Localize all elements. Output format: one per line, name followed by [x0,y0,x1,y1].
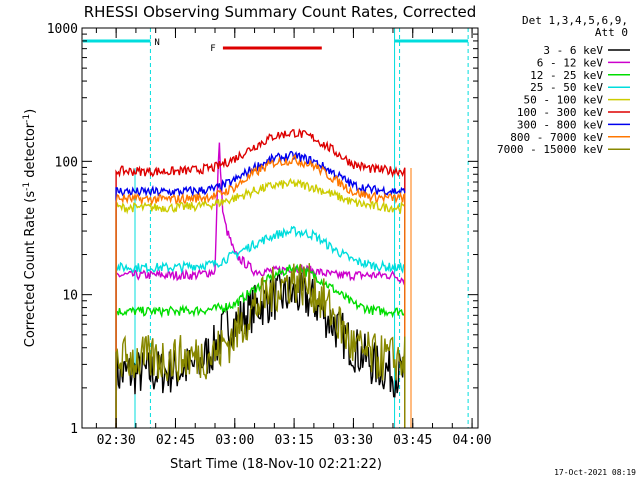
x-axis-label: Start Time (18-Nov-10 02:21:22) [170,457,382,472]
legend-label-5: 100 - 300 keV [517,106,603,119]
plot-area: N F 1 10 100 1000 02:30 02:45 03:00 03:15 03:30 03:… [47,22,492,448]
legend-label-1: 6 - 12 keV [537,56,604,69]
series-line-4 [115,177,406,428]
y-axis-label: Corrected Count Rate (s-1 detector-1) [22,109,38,347]
x-tick-label-2: 03:00 [215,433,254,448]
y-tick-label-3: 1000 [47,22,78,37]
y-axis-label-mid: detector [23,122,38,182]
detector-info-line-1: Det 1,3,4,5,6,9, [522,14,628,27]
legend-label-8: 7000 - 15000 keV [497,143,603,156]
footer-timestamp: 17-Oct-2021 08:19 [554,468,636,477]
axes-frame [81,27,479,429]
series-line-1 [115,142,406,428]
series-line-0 [115,271,406,428]
x-tick-label-1: 02:45 [156,433,195,448]
x-tick-label-6: 04:00 [452,433,491,448]
detector-info-line-2: Att 0 [595,26,628,39]
night-marker-label: N [154,38,159,48]
legend-label-0: 3 - 6 keV [543,44,603,57]
legend-label-2: 12 - 25 keV [530,69,603,82]
y-axis-label-end: ) [23,109,38,114]
series-line-7 [115,153,406,428]
legend-label-3: 25 - 50 keV [530,81,603,94]
y-tick-label-2: 100 [55,155,78,170]
y-tick-label-0: 1 [70,422,78,437]
chart-title: RHESSI Observing Summary Count Rates, Co… [84,3,477,21]
series-line-5 [115,128,406,428]
series-line-2 [115,263,406,428]
legend-label-6: 300 - 800 keV [517,118,603,131]
legend-label-4: 50 - 100 keV [524,94,604,107]
x-tick-label-3: 03:15 [275,433,314,448]
y-tick-label-1: 10 [62,289,78,304]
flare-marker-label: F [210,44,215,54]
series-line-8 [115,263,406,428]
legend-label-7: 800 - 7000 keV [510,131,603,144]
x-tick-label-5: 03:45 [393,433,432,448]
y-axis-label-sup1: -1 [22,182,32,191]
x-tick-label-0: 02:30 [97,433,136,448]
y-axis-label-main: Corrected Count Rate (s [23,191,38,348]
y-axis-label-sup2: -1 [22,114,32,123]
x-tick-label-4: 03:30 [334,433,373,448]
series-line-3 [115,225,406,428]
